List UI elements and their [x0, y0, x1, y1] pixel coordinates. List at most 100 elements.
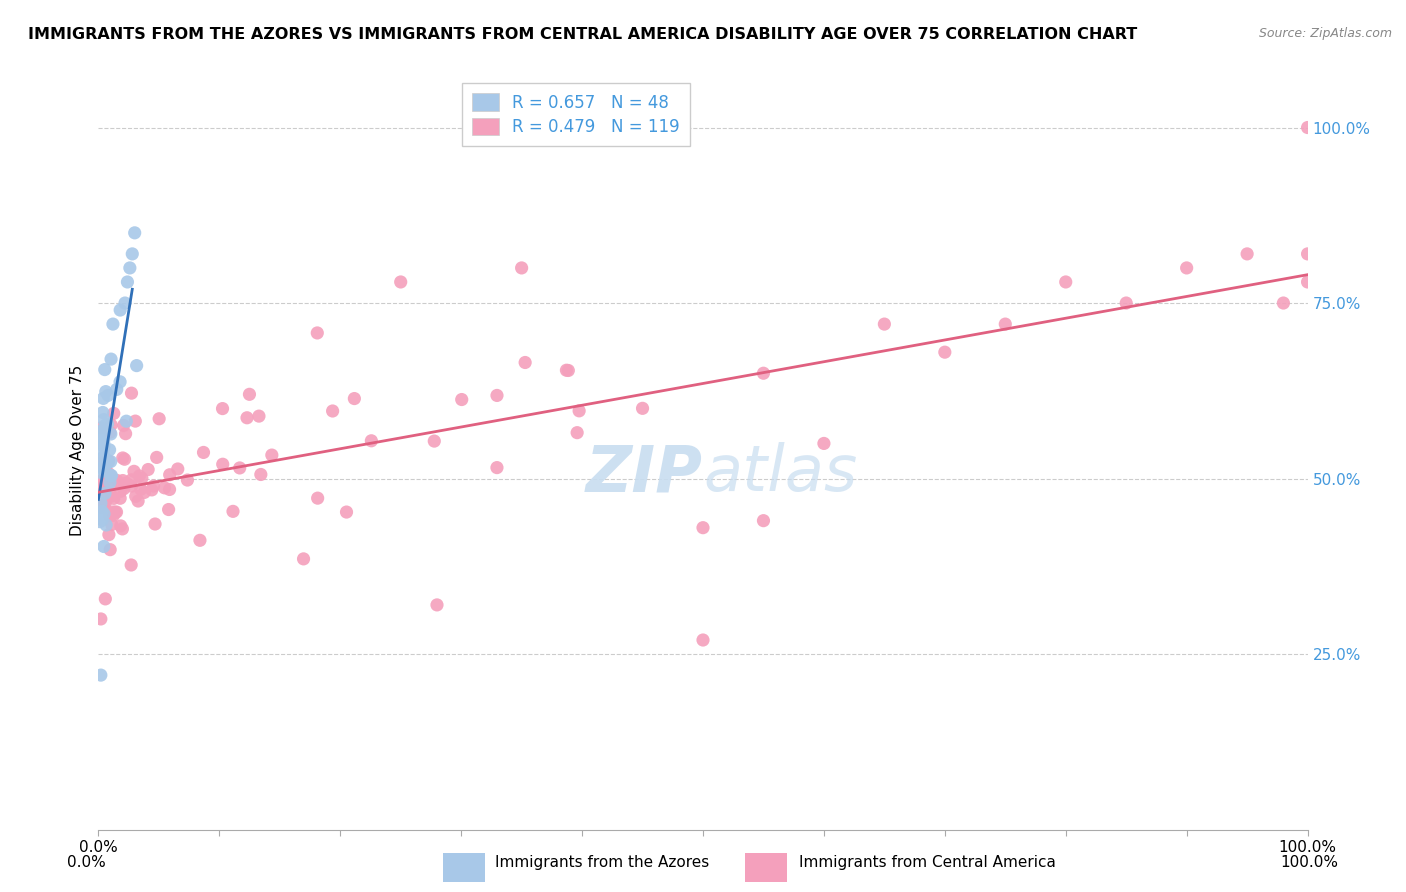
Point [143, 516, 166, 531]
Point [89, 515, 111, 529]
Point [1236, 247, 1258, 261]
Point [100, 427, 122, 442]
Point [360, 434, 382, 448]
Point [176, 473, 198, 487]
Point [105, 505, 128, 519]
Point [157, 502, 180, 516]
Point [91, 392, 114, 406]
Point [112, 482, 135, 496]
Point [94, 384, 117, 399]
Point [90, 434, 112, 448]
Point [91, 473, 114, 487]
Point [1272, 296, 1295, 310]
Point [166, 462, 188, 476]
Point [1054, 275, 1077, 289]
Point [122, 464, 145, 478]
Point [93, 540, 115, 554]
Point [426, 598, 449, 612]
Point [1296, 247, 1319, 261]
Point [159, 483, 181, 497]
Point [93, 478, 115, 492]
Text: atlas: atlas [703, 442, 858, 504]
Text: 0.0%: 0.0% [67, 855, 107, 870]
Point [238, 387, 260, 401]
Point [103, 491, 125, 506]
Point [93, 412, 115, 426]
Text: Immigrants from Central America: Immigrants from Central America [799, 855, 1056, 870]
Point [98, 442, 121, 457]
Point [90, 474, 112, 488]
Point [292, 552, 315, 566]
Point [98, 542, 121, 557]
Point [117, 275, 139, 289]
Point [631, 401, 654, 416]
Point [103, 406, 125, 420]
Point [89, 508, 111, 523]
Point [515, 355, 537, 369]
Point [108, 375, 131, 389]
Point [343, 392, 366, 406]
Point [118, 260, 141, 275]
Point [93, 461, 115, 475]
Point [90, 612, 112, 626]
Point [141, 483, 163, 497]
Point [145, 450, 167, 465]
Point [565, 425, 588, 440]
Point [120, 558, 142, 572]
Point [121, 386, 143, 401]
Point [96, 417, 118, 431]
Point [136, 462, 159, 476]
Point [90, 496, 112, 510]
Point [91, 513, 114, 527]
Point [98, 507, 121, 521]
Point [93, 507, 115, 521]
Point [94, 591, 117, 606]
Point [100, 352, 122, 367]
Point [103, 508, 125, 523]
Point [1115, 296, 1137, 310]
Point [94, 486, 117, 500]
Point [96, 467, 118, 481]
Point [89, 465, 111, 479]
Point [100, 517, 122, 532]
Point [752, 366, 775, 380]
Point [91, 405, 114, 419]
Point [90, 452, 112, 467]
Point [89, 425, 111, 440]
Point [101, 505, 124, 519]
Point [90, 500, 112, 514]
Point [555, 363, 578, 377]
Text: Source: ZipAtlas.com: Source: ZipAtlas.com [1258, 27, 1392, 40]
Point [994, 317, 1017, 331]
Point [111, 474, 134, 488]
Point [873, 317, 896, 331]
Point [485, 460, 508, 475]
Point [1296, 120, 1319, 135]
Point [98, 475, 121, 490]
Point [159, 467, 181, 482]
Point [93, 499, 115, 513]
Point [813, 436, 835, 450]
Point [125, 489, 148, 503]
Point [114, 452, 136, 467]
Point [96, 465, 118, 479]
Point [90, 421, 112, 435]
Point [100, 468, 122, 483]
Point [90, 500, 112, 515]
Point [93, 483, 115, 498]
Point [94, 496, 117, 510]
Point [322, 404, 344, 418]
Point [94, 362, 117, 376]
Point [105, 474, 128, 488]
Y-axis label: Disability Age Over 75: Disability Age Over 75 [70, 365, 86, 536]
Point [97, 527, 120, 541]
Point [110, 484, 132, 499]
Point [1296, 275, 1319, 289]
Point [108, 303, 131, 318]
Point [100, 489, 122, 503]
Point [124, 414, 146, 428]
Point [335, 505, 357, 519]
Point [91, 443, 114, 458]
FancyBboxPatch shape [745, 853, 787, 882]
Point [100, 454, 122, 468]
